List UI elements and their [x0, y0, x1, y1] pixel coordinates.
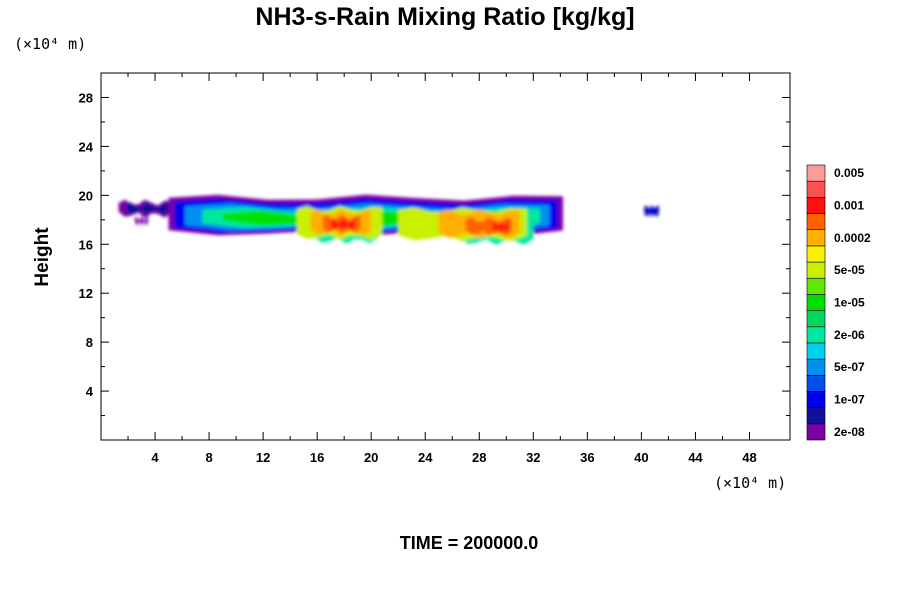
- colorbar-swatch: [806, 245, 826, 263]
- chart-title: NH3-s-Rain Mixing Ratio [kg/kg]: [255, 3, 634, 31]
- colorbar-label: 0.005: [834, 166, 864, 180]
- y-axis: 4 8 12 16 20 24 28: [79, 90, 790, 417]
- y-tick-label: 4: [86, 384, 94, 399]
- colorbar-swatch: [806, 294, 826, 311]
- colorbar-swatch: [806, 213, 826, 231]
- colorbar-label: 5e-07: [834, 360, 865, 374]
- y-unit-label: (×10⁴ m): [14, 35, 86, 53]
- colorbar-swatch: [806, 391, 826, 408]
- field-level-15: [330, 218, 355, 232]
- x-tick-label: 44: [688, 450, 703, 465]
- colorbar-swatch: [806, 342, 826, 360]
- y-tick-label: 20: [79, 188, 93, 203]
- field-level-2: [125, 202, 169, 216]
- x-tick-label: 24: [418, 450, 433, 465]
- x-tick-label: 40: [634, 450, 648, 465]
- field-fragment: [134, 215, 149, 227]
- colorbar-label: 0.0002: [834, 231, 871, 245]
- colorbar-swatch: [806, 374, 826, 392]
- plot-frame: [100, 72, 791, 441]
- x-tick-label: 32: [526, 450, 540, 465]
- x-tick-label: 36: [580, 450, 594, 465]
- x-tick-label: 8: [205, 450, 212, 465]
- x-tick-label: 4: [151, 450, 159, 465]
- colorbar-swatch: [806, 358, 826, 376]
- colorbar-label: 0.001: [834, 198, 864, 212]
- time-label: TIME = 200000.0: [400, 533, 539, 553]
- x-tick-label: 20: [364, 450, 378, 465]
- colorbar-swatch: [806, 180, 826, 198]
- x-tick-label: 16: [310, 450, 324, 465]
- colorbar-swatch: [806, 310, 826, 328]
- field-level-15: [492, 220, 509, 234]
- x-tick-label: 48: [742, 450, 756, 465]
- colorbar-label: 5e-05: [834, 263, 865, 277]
- x-tick-label: 28: [472, 450, 486, 465]
- colorbar-swatch: [806, 407, 826, 425]
- colorbar-swatch: [806, 261, 826, 279]
- y-tick-label: 24: [79, 139, 94, 154]
- y-tick-label: 16: [79, 237, 93, 252]
- x-axis: 4 8 12 16 20 24 28 32 36 40 44 48: [127, 73, 757, 465]
- y-axis-label: Height: [32, 227, 53, 287]
- colorbar-label: 2e-08: [834, 425, 865, 439]
- x-tick-label: 12: [256, 450, 270, 465]
- colorbar-swatch: [806, 423, 826, 441]
- colorbar-label: 1e-07: [834, 393, 865, 407]
- y-tick-label: 8: [86, 335, 93, 350]
- x-unit-label: (×10⁴ m): [714, 474, 786, 492]
- colorbar-swatch: [806, 277, 826, 295]
- colorbar-label: 2e-06: [834, 328, 865, 342]
- colorbar-swatch: [806, 164, 826, 182]
- colorbar-label: 1e-05: [834, 296, 865, 310]
- y-tick-label: 12: [79, 286, 93, 301]
- colorbar-swatch: [806, 326, 826, 344]
- field-fragment: [646, 205, 657, 217]
- mixing-ratio-field: [118, 194, 659, 245]
- colorbar: 2e-08 1e-07 5e-07 2e-06 1e-05 5e-05 0.0002 0.00…: [806, 164, 871, 441]
- y-tick-label: 28: [79, 90, 93, 105]
- colorbar-swatch: [806, 197, 826, 214]
- colorbar-swatch: [806, 229, 826, 247]
